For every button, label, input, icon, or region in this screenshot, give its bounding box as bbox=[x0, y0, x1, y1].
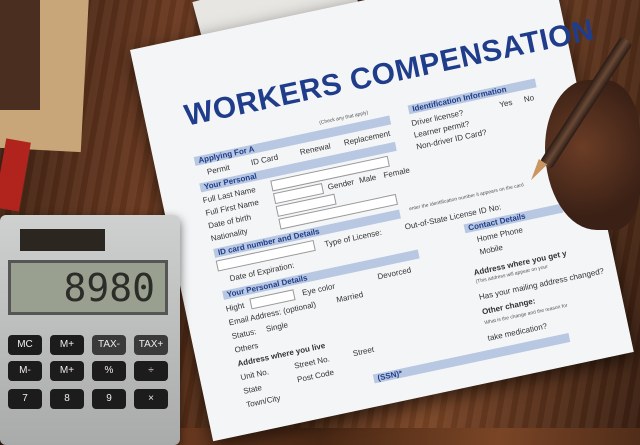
option-female[interactable]: Female bbox=[382, 165, 411, 180]
key-tax-minus[interactable]: TAX- bbox=[92, 335, 126, 355]
label-town: Town/City bbox=[245, 393, 282, 410]
section-identification: Identification Information bbox=[407, 78, 537, 115]
label-street: Street bbox=[352, 344, 375, 359]
label-hight: Hight bbox=[225, 300, 246, 314]
key-9[interactable]: 9 bbox=[92, 389, 126, 409]
option-male[interactable]: Male bbox=[358, 172, 378, 186]
key-tax-plus[interactable]: TAX+ bbox=[134, 335, 168, 355]
key-7[interactable]: 7 bbox=[8, 389, 42, 409]
calculator: 8980 MC M+ TAX- TAX+ M- M+ % ÷ 7 8 9 × bbox=[0, 215, 180, 445]
label-status: Status: bbox=[230, 327, 258, 341]
label-unit: Unit No. bbox=[239, 367, 270, 383]
option-renewal[interactable]: Renewal bbox=[299, 141, 332, 157]
key-multiply[interactable]: × bbox=[134, 389, 168, 409]
option-single[interactable]: Single bbox=[265, 320, 289, 334]
key-percent[interactable]: % bbox=[92, 361, 126, 381]
option-permit[interactable]: Permit bbox=[206, 162, 231, 177]
option-devorced[interactable]: Devorced bbox=[376, 265, 413, 282]
option-yes[interactable]: Yes bbox=[498, 97, 514, 110]
option-id-card[interactable]: ID Card bbox=[250, 152, 279, 168]
label-others: Others bbox=[233, 340, 260, 355]
wallet bbox=[0, 0, 40, 110]
key-divide[interactable]: ÷ bbox=[134, 361, 168, 381]
key-8[interactable]: 8 bbox=[50, 389, 84, 409]
label-state: State bbox=[242, 383, 263, 396]
id-note: enter the identification number it appea… bbox=[408, 182, 525, 213]
label-gender: Gender bbox=[326, 177, 355, 192]
calculator-display: 8980 bbox=[8, 260, 168, 315]
key-mplus[interactable]: M+ bbox=[50, 361, 84, 381]
label-street-no: Street No. bbox=[293, 354, 331, 371]
label-mobile: Mobile bbox=[478, 242, 504, 257]
solar-panel bbox=[20, 229, 105, 251]
key-mminus[interactable]: M- bbox=[8, 361, 42, 381]
option-no[interactable]: No bbox=[523, 93, 535, 105]
label-nationality: Nationality bbox=[210, 226, 249, 244]
label-eye-color: Eye color bbox=[301, 281, 336, 298]
key-mplus-top[interactable]: M+ bbox=[50, 335, 84, 355]
option-married[interactable]: Married bbox=[335, 289, 364, 305]
key-mc[interactable]: MC bbox=[8, 335, 42, 355]
label-post-code: Post Code bbox=[296, 367, 335, 385]
